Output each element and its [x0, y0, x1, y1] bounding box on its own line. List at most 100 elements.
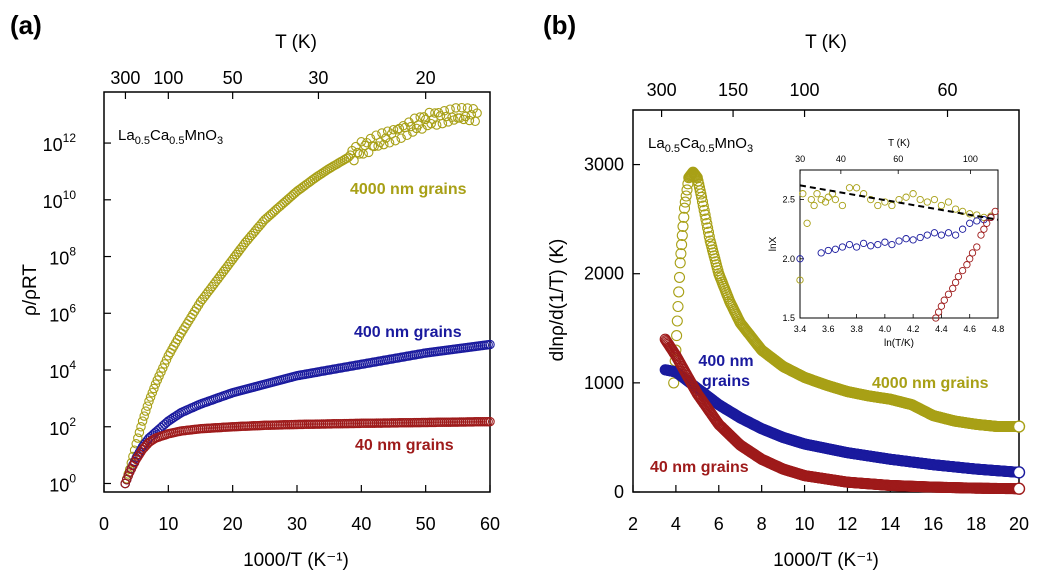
data-point	[237, 242, 247, 252]
data-point	[799, 190, 807, 198]
data-point	[852, 243, 861, 251]
data-point	[689, 169, 701, 181]
data-point	[930, 229, 939, 237]
data-point-end	[1012, 420, 1026, 433]
data-point	[845, 240, 854, 249]
panel-a-series-1	[120, 339, 495, 489]
data-point	[944, 229, 953, 237]
data-point	[458, 114, 469, 125]
data-point	[222, 261, 232, 272]
data-point	[415, 112, 425, 122]
inset-chart: 3.4 3.6 3.8 4.0 4.2 4.4 4.6 4.8 1.5 2.0 2.5 30 40 60 1…	[768, 138, 1004, 349]
data-point	[951, 231, 960, 239]
inset-x-axis-title: ln(T/K)	[884, 338, 914, 349]
data-point	[136, 422, 146, 432]
panel-a-y-tick-label: 1012	[43, 131, 77, 155]
data-point	[451, 103, 461, 113]
data-point	[433, 107, 444, 118]
data-point	[144, 396, 154, 406]
panel-a-y-tick-exponent: 6	[69, 301, 76, 315]
panel-a-x-axis-title: 1000/T (K⁻¹)	[243, 550, 349, 571]
data-point	[881, 198, 889, 206]
data-point	[963, 261, 971, 269]
data-point	[674, 257, 686, 269]
panel-b-x-tick-label: 10	[795, 514, 815, 534]
panel-b-series-0	[668, 166, 1026, 433]
panel-b-top-tick-label: 60	[938, 80, 958, 100]
panel-b-x-tick-label: 2	[628, 514, 638, 534]
panel-a-label-400nm: 400 nm grains	[354, 324, 462, 341]
panel-a-series-0	[120, 102, 482, 489]
panel-b-label-4000nm: 4000 nm grains	[872, 375, 989, 392]
data-point	[703, 231, 715, 243]
inset-series-0	[796, 184, 995, 284]
panel-a-y-tick-exponent: 2	[69, 415, 76, 429]
data-point	[371, 130, 381, 140]
data-point	[949, 284, 957, 293]
panel-a-x-tick-label: 0	[99, 514, 109, 534]
data-point	[673, 286, 685, 298]
data-point	[973, 243, 981, 251]
data-point	[676, 229, 688, 242]
data-point	[958, 266, 967, 275]
panel-a-series	[120, 102, 495, 489]
data-point	[137, 416, 148, 426]
data-point	[937, 231, 946, 239]
data-point	[845, 184, 854, 192]
inset-series	[796, 184, 999, 322]
panel-b-x-tick-label: 18	[966, 514, 986, 534]
panel-a-series-2	[120, 416, 495, 489]
data-point	[145, 392, 156, 402]
data-point	[930, 195, 939, 204]
panel-b-top-axis-title: T (K)	[805, 32, 847, 53]
panel-a: (a) T (K) 0 10 20 30 40 50 6010010210410610810…	[10, 10, 500, 571]
data-point	[859, 239, 868, 248]
data-point	[698, 204, 710, 216]
data-point	[447, 112, 457, 123]
data-point	[430, 108, 440, 118]
data-point	[437, 118, 448, 129]
panel-b-x-tick-label: 8	[757, 514, 767, 534]
data-point	[810, 201, 818, 210]
inset-x-tick-label: 4.4	[935, 324, 948, 334]
panel-a-x-tick-label: 30	[287, 514, 307, 534]
panel-b-top-tick-label: 100	[790, 80, 820, 100]
data-point	[902, 193, 910, 201]
panel-a-label: (a)	[10, 10, 42, 40]
panel-b-label-400nm-line1: 400 nm	[698, 353, 753, 370]
panel-a-y-tick-label: 100	[49, 471, 76, 495]
data-point	[838, 243, 847, 251]
panel-b-x-tick-label: 14	[880, 514, 900, 534]
data-point	[966, 219, 974, 227]
data-point	[141, 406, 151, 416]
data-point	[807, 195, 815, 204]
inset-x-tick-label: 4.8	[992, 324, 1005, 334]
panel-a-y-tick-label: 1010	[43, 188, 77, 212]
inset-y-tick-label: 1.5	[782, 313, 795, 323]
panel-a-y-tick-label: 102	[49, 415, 76, 439]
data-point	[189, 306, 200, 317]
data-point	[134, 427, 145, 438]
data-point	[671, 330, 683, 342]
data-point	[888, 240, 896, 249]
panel-a-top-tick-label: 20	[416, 68, 436, 88]
data-point	[379, 139, 389, 150]
data-point	[464, 115, 475, 126]
data-point	[796, 255, 804, 263]
panel-b-label: (b)	[543, 10, 576, 40]
panel-b-ticks: 2 4 6 8 10 12 14 16 18 20 0 1000 2000 3000 300 150 100 60	[584, 80, 1029, 534]
panel-b-label-40nm: 40 nm grains	[650, 459, 749, 476]
panel-b-x-axis-title: 1000/T (K⁻¹)	[773, 550, 879, 571]
data-point	[838, 201, 847, 210]
panel-a-label-40nm: 40 nm grains	[355, 437, 454, 454]
data-point	[402, 130, 412, 141]
inset-y-axis-title: lnX	[768, 236, 779, 251]
data-point	[131, 454, 141, 465]
data-point	[678, 211, 690, 223]
data-point	[983, 219, 991, 227]
data-point	[697, 200, 709, 212]
panel-b-label-400nm-line2: grains	[702, 373, 750, 390]
data-point	[932, 314, 940, 322]
